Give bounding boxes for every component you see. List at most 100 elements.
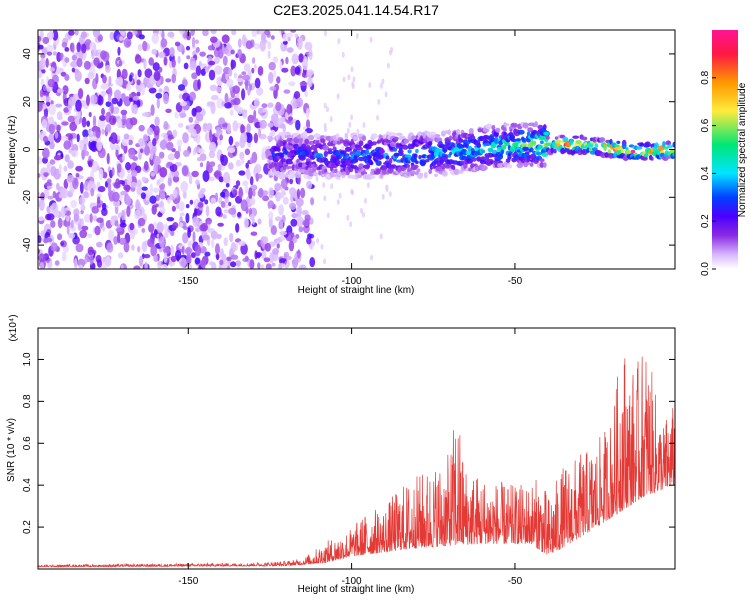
spectrogram-noise-cell [262, 236, 269, 244]
spectrogram-noise-cell [295, 216, 304, 228]
spectrogram-noise-cell [230, 59, 234, 71]
spectrogram-noise-cell [146, 127, 154, 136]
spectrogram-noise-cell [115, 77, 124, 86]
spectrogram-noise-cell [210, 30, 217, 35]
spectrogram-noise-cell [268, 61, 276, 71]
spectrogram-noise-cell [90, 94, 98, 105]
spectrogram-noise-cell [117, 252, 124, 259]
spectrogram-noise-cell [193, 137, 198, 142]
spectrogram-noise-cell [240, 132, 248, 144]
spectrogram-noise-cell [177, 122, 184, 128]
spectrogram-noise-cell [191, 128, 197, 138]
spectrogram-noise-cell [89, 255, 94, 265]
spectrogram-band-cell [550, 147, 554, 154]
spectrogram-noise-cell [105, 64, 111, 73]
spectrogram-noise-cell [320, 243, 324, 250]
spectrogram-noise-cell [268, 71, 274, 84]
spectrogram-noise-cell [305, 128, 313, 134]
spectrogram-noise-cell [60, 187, 69, 199]
spectrogram-noise-cell [43, 172, 49, 178]
spectrogram-noise-cell [172, 175, 180, 183]
spectrogram-noise-cell [223, 209, 230, 214]
spectrogram-noise-cell [182, 190, 187, 199]
spectrogram-noise-cell [271, 113, 279, 123]
spectrogram-noise-cell [150, 172, 156, 177]
spectrogram-noise-cell [196, 113, 204, 122]
spectrogram-band-cell [424, 159, 430, 163]
snr-x-axis-label: Height of straight line (km) [298, 584, 415, 595]
spectrogram-band-cell [369, 161, 374, 165]
spectrogram-band-cell [539, 158, 545, 163]
spectrogram-noise-cell [177, 144, 181, 153]
spectrogram-noise-cell [50, 220, 56, 228]
spectrogram-band-cell [603, 144, 607, 152]
spectrogram-noise-cell [73, 213, 79, 222]
spectrogram-noise-cell [153, 187, 159, 193]
spectrogram-noise-cell [289, 202, 297, 210]
spectrogram-noise-cell [102, 74, 107, 84]
spectrogram-noise-cell [351, 81, 355, 88]
spectrogram-noise-cell [186, 253, 192, 265]
spectrogram-noise-cell [245, 162, 249, 169]
spectrogram-noise-cell [123, 133, 130, 140]
spectrogram-noise-cell [267, 41, 272, 50]
spectrogram-noise-cell [115, 227, 123, 232]
spectrogram-noise-cell [263, 30, 271, 36]
spectrogram-noise-cell [390, 46, 394, 53]
spectrogram-band-cell [355, 157, 359, 163]
spectrogram-noise-cell [262, 195, 270, 202]
spectrogram-noise-cell [142, 40, 148, 52]
spectrogram-noise-cell [68, 232, 76, 239]
spectrogram-band-cell [459, 160, 466, 165]
spectrogram-noise-cell [65, 214, 70, 222]
spectrogram-noise-cell [309, 257, 316, 268]
spectrogram-band-cell [407, 149, 412, 154]
spectrogram-noise-cell [346, 127, 350, 134]
spectrogram-noise-cell [200, 259, 207, 268]
spectrogram-noise-cell [222, 55, 228, 66]
spectrogram-noise-cell [242, 180, 249, 187]
spectrogram-noise-cell [185, 45, 191, 51]
spectrogram-band-cell [480, 149, 486, 154]
spectrogram-noise-cell [141, 186, 148, 191]
spectrogram-noise-cell [167, 153, 175, 161]
spectrogram-noise-cell [143, 213, 147, 221]
spectrogram-noise-cell [272, 248, 280, 255]
spectrogram-noise-cell [278, 172, 286, 180]
spectrogram-noise-cell [295, 97, 304, 108]
spectrogram-noise-cell [136, 184, 143, 196]
spectrogram-noise-cell [145, 189, 151, 201]
spectrogram-noise-cell [125, 162, 131, 171]
spectrogram-band-cell [591, 147, 598, 152]
spectrogram-band-cell [434, 173, 438, 177]
spectrogram-band-cell [327, 150, 334, 155]
spectrogram-noise-cell [187, 264, 193, 269]
spectrogram-noise-cell [89, 213, 93, 224]
spectrogram-band-cell [313, 163, 318, 168]
spectrogram-noise-cell [172, 189, 178, 199]
spectrogram-noise-cell [179, 222, 184, 228]
spectrogram-band-cell [416, 168, 421, 172]
spectrogram-band-cell [643, 153, 649, 158]
spectrogram-noise-cell [385, 184, 389, 191]
spectrogram-noise-cell [67, 99, 73, 111]
spectrogram-band-cell [529, 162, 534, 167]
spectrogram-band-cell [477, 128, 483, 133]
spectrogram-noise-cell [304, 41, 313, 51]
spectrogram-noise-cell [117, 232, 121, 244]
spectrogram-band-cell [491, 124, 496, 131]
spectrogram-noise-cell [250, 184, 257, 190]
spectrogram-band-cell [490, 160, 494, 165]
spectrogram-noise-cell [130, 182, 138, 188]
spectrogram-noise-cell [38, 216, 45, 221]
spectrogram-noise-cell [158, 66, 163, 73]
spectrogram-band-cell [435, 152, 440, 157]
spectrogram-noise-cell [71, 67, 76, 73]
spectrogram-band-cell [455, 129, 461, 135]
spectrogram-noise-cell [350, 188, 354, 195]
spectrogram-noise-cell [43, 107, 49, 119]
spectrogram-noise-cell [97, 49, 102, 54]
spectrogram-x-tick-label: -150 [178, 276, 198, 287]
spectrogram-band-cell [364, 149, 370, 155]
spectrogram-noise-cell [143, 58, 147, 70]
